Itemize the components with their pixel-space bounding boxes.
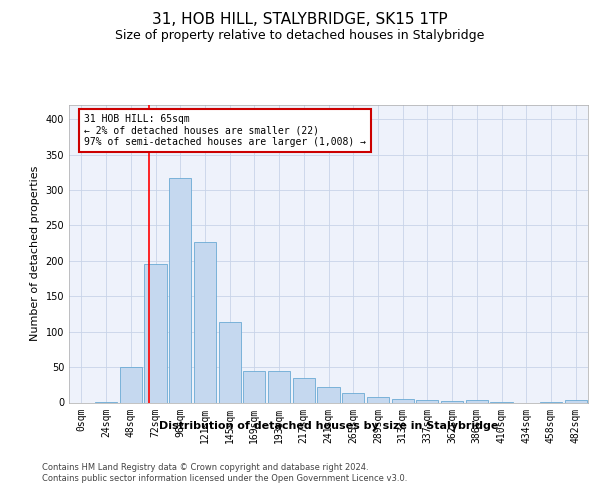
Bar (565, 400, 587, 402)
Bar (466, 400, 488, 402)
Bar (441, 401, 463, 402)
Bar (392, 399, 414, 402)
Bar (293, 378, 315, 402)
Bar (342, 394, 364, 402)
Text: Size of property relative to detached houses in Stalybridge: Size of property relative to detached ho… (115, 29, 485, 42)
Text: 31 HOB HILL: 65sqm
← 2% of detached houses are smaller (22)
97% of semi-detached: 31 HOB HILL: 65sqm ← 2% of detached hous… (84, 114, 366, 146)
Bar (416, 400, 439, 402)
Bar (119, 367, 142, 402)
Bar (145, 264, 167, 402)
Bar (243, 370, 265, 402)
Bar (218, 322, 241, 402)
Text: Contains public sector information licensed under the Open Government Licence v3: Contains public sector information licen… (42, 474, 407, 483)
Text: Contains HM Land Registry data © Crown copyright and database right 2024.: Contains HM Land Registry data © Crown c… (42, 462, 368, 471)
Text: Distribution of detached houses by size in Stalybridge: Distribution of detached houses by size … (159, 421, 499, 431)
Bar (268, 370, 290, 402)
Y-axis label: Number of detached properties: Number of detached properties (30, 166, 40, 342)
Bar (367, 397, 389, 402)
Text: 31, HOB HILL, STALYBRIDGE, SK15 1TP: 31, HOB HILL, STALYBRIDGE, SK15 1TP (152, 12, 448, 28)
Bar (169, 178, 191, 402)
Bar (317, 387, 340, 402)
Bar (194, 242, 216, 402)
